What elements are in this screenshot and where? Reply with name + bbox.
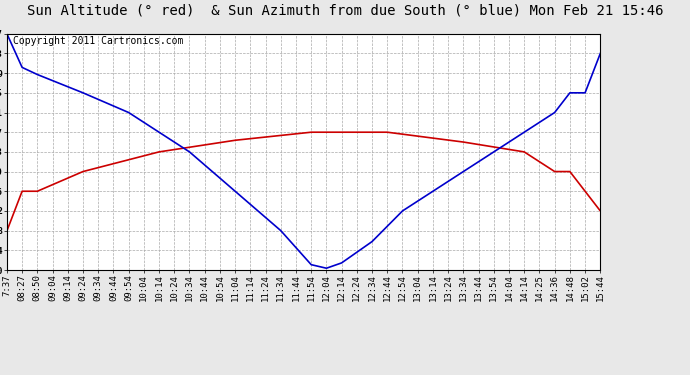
- Text: Copyright 2011 Cartronics.com: Copyright 2011 Cartronics.com: [13, 36, 184, 46]
- Text: Sun Altitude (° red)  & Sun Azimuth from due South (° blue) Mon Feb 21 15:46: Sun Altitude (° red) & Sun Azimuth from …: [27, 4, 663, 18]
